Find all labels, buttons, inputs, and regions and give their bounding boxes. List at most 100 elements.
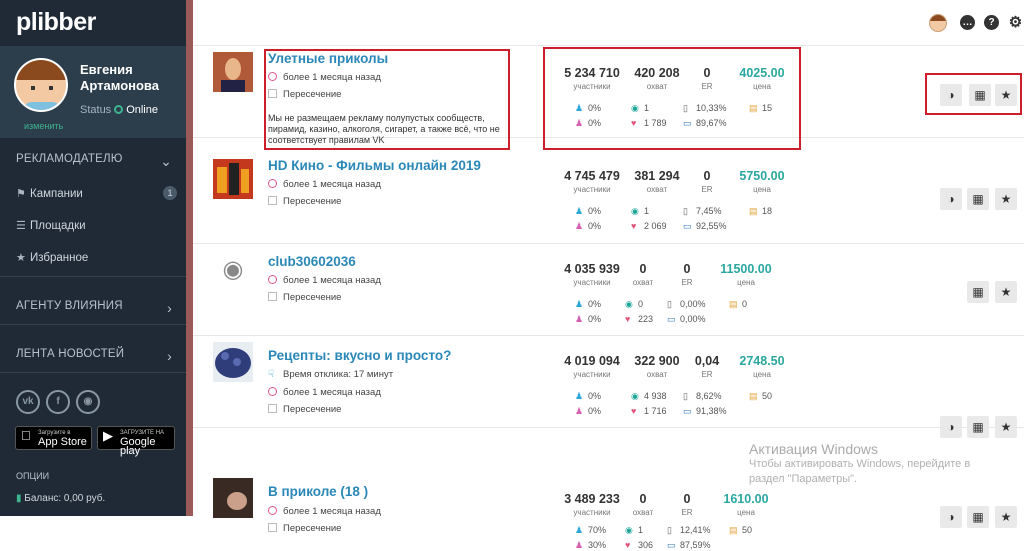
female-share: ♟ 30% xyxy=(575,540,606,551)
overlap-checkbox[interactable]: Пересечение xyxy=(268,292,341,303)
favorite-button[interactable]: ★ xyxy=(995,416,1017,438)
favorite-button[interactable]: ★ xyxy=(995,506,1017,528)
favorite-button[interactable]: ★ xyxy=(995,188,1017,210)
favorite-button[interactable]: ★ xyxy=(995,281,1017,303)
mobile-share: ▯ 8,62% xyxy=(683,391,722,402)
checkbox-icon xyxy=(268,523,277,532)
monitor-icon: ▭ xyxy=(683,406,692,416)
members-label: участники xyxy=(573,82,611,91)
facebook-icon[interactable]: f xyxy=(46,390,70,414)
app-store-big: App Store xyxy=(38,436,87,448)
last-update: более 1 месяца назад xyxy=(268,72,381,83)
avatar[interactable] xyxy=(14,58,68,112)
favorite-button[interactable]: ★ xyxy=(995,84,1017,106)
app-store-button[interactable]:  Загрузите в App Store xyxy=(15,426,92,450)
likes-value: 306 xyxy=(638,540,654,550)
sidebar-item-campaigns[interactable]: ⚑ Кампании xyxy=(16,187,83,200)
overlap-checkbox[interactable]: Пересечение xyxy=(268,196,341,207)
settings-icon[interactable]: ⚙ xyxy=(1008,14,1023,31)
community-title[interactable]: В приколе (18 ) xyxy=(268,484,369,499)
price-label: цена xyxy=(753,370,771,379)
desktop-value: 91,38% xyxy=(696,406,727,416)
sidebar-item-label: Кампании xyxy=(30,188,83,200)
female-share: ♟ 0% xyxy=(575,118,601,129)
app-logo[interactable]: plibber xyxy=(16,8,96,36)
male-value: 0% xyxy=(588,103,602,113)
overlap-label: Пересечение xyxy=(283,523,342,534)
vk-icon[interactable]: vk xyxy=(16,390,40,414)
posts-value: 0 xyxy=(742,299,748,309)
divider xyxy=(0,276,186,277)
members-count: 4 035 939 xyxy=(564,262,620,276)
male-share: ♟ 0% xyxy=(575,103,601,114)
community-avatar[interactable] xyxy=(213,342,253,382)
reach-count: 381 294 xyxy=(634,169,680,183)
community-title[interactable]: Рецепты: вкусно и просто? xyxy=(268,348,452,363)
calendar-button[interactable]: ▦ xyxy=(967,188,989,210)
likes: ♥ 2 069 xyxy=(631,221,667,231)
female-value: 0% xyxy=(588,406,602,416)
community-title[interactable]: Улетные приколы xyxy=(268,51,389,66)
calendar-button[interactable]: ▦ xyxy=(967,281,989,303)
stats-button[interactable]: ◑ xyxy=(940,416,962,438)
members-count: 4 745 479 xyxy=(564,169,620,183)
section-influencer[interactable]: АГЕНТУ ВЛИЯНИЯ › xyxy=(0,300,186,316)
likes: ♥ 223 xyxy=(625,314,653,324)
er-label: ER xyxy=(681,278,693,287)
overlap-checkbox[interactable]: Пересечение xyxy=(268,89,341,100)
community-avatar[interactable]: ◉ xyxy=(213,250,253,290)
likes: ♥ 1 789 xyxy=(631,118,667,128)
desktop-share: ▭ 87,59% xyxy=(667,540,711,551)
heart-icon: ♥ xyxy=(631,406,637,416)
reach-count: 322 900 xyxy=(634,354,680,368)
mobile-value: 8,62% xyxy=(696,391,722,401)
male-icon: ♟ xyxy=(575,525,584,535)
community-title[interactable]: club30602036 xyxy=(268,254,356,269)
comment-icon: ◉ xyxy=(631,391,639,401)
calendar-button[interactable]: ▦ xyxy=(967,416,989,438)
help-icon[interactable]: ? xyxy=(984,15,999,30)
community-avatar[interactable] xyxy=(213,478,253,518)
section-advertiser[interactable]: РЕКЛАМОДАТЕЛЮ ⌄ xyxy=(0,153,186,169)
user-avatar[interactable] xyxy=(929,14,947,32)
comment-icon: ◉ xyxy=(625,299,633,309)
stats-button[interactable]: ◑ xyxy=(940,506,962,528)
sidebar-item-label: Избранное xyxy=(30,252,89,264)
members-label: участники xyxy=(573,278,611,287)
last-update-text: более 1 месяца назад xyxy=(283,275,381,286)
table-row: HD Кино - Фильмы онлайн 2019 более 1 мес… xyxy=(193,153,1024,244)
status-line: Status Online xyxy=(80,104,158,116)
likes: ♥ 306 xyxy=(625,540,653,550)
er-value: 0,04 xyxy=(694,354,720,368)
google-play-button[interactable]: ▶ ЗАГРУЗИТЕ НА Google play xyxy=(97,426,175,457)
overlap-checkbox[interactable]: Пересечение xyxy=(268,404,341,415)
community-avatar[interactable] xyxy=(213,159,253,199)
sidebar-item-label: Площадки xyxy=(30,220,86,232)
community-title[interactable]: HD Кино - Фильмы онлайн 2019 xyxy=(268,158,481,173)
chevron-right-icon: › xyxy=(167,300,172,316)
edit-profile-link[interactable]: изменить xyxy=(24,121,64,131)
desktop-value: 87,59% xyxy=(680,540,711,550)
male-share: ♟ 70% xyxy=(575,525,606,536)
likes-value: 223 xyxy=(638,314,654,324)
sidebar-item-favorites[interactable]: ★ Избранное xyxy=(16,251,88,264)
comment-icon: ◉ xyxy=(625,525,633,535)
chat-icon[interactable]: … xyxy=(960,15,975,30)
members-count: 3 489 233 xyxy=(564,492,620,506)
stats-button[interactable]: ◑ xyxy=(940,84,962,106)
reach-label: охват xyxy=(646,185,668,194)
balance[interactable]: ▮ Баланс: 0,00 руб. xyxy=(16,493,105,504)
reposts: ◉ 1 xyxy=(625,525,643,536)
section-news[interactable]: ЛЕНТА НОВОСТЕЙ › xyxy=(0,348,186,364)
online-icon xyxy=(114,105,124,114)
community-avatar[interactable] xyxy=(213,52,253,92)
overlap-checkbox[interactable]: Пересечение xyxy=(268,523,341,534)
calendar-button[interactable]: ▦ xyxy=(969,84,991,106)
desktop-value: 89,67% xyxy=(696,118,727,128)
reposts-value: 0 xyxy=(638,299,644,309)
stats-button[interactable]: ◑ xyxy=(940,188,962,210)
calendar-button[interactable]: ▦ xyxy=(967,506,989,528)
instagram-icon[interactable]: ◉ xyxy=(76,390,100,414)
last-update: более 1 месяца назад xyxy=(268,506,381,517)
sidebar-item-placements[interactable]: ☰ Площадки xyxy=(16,219,86,232)
